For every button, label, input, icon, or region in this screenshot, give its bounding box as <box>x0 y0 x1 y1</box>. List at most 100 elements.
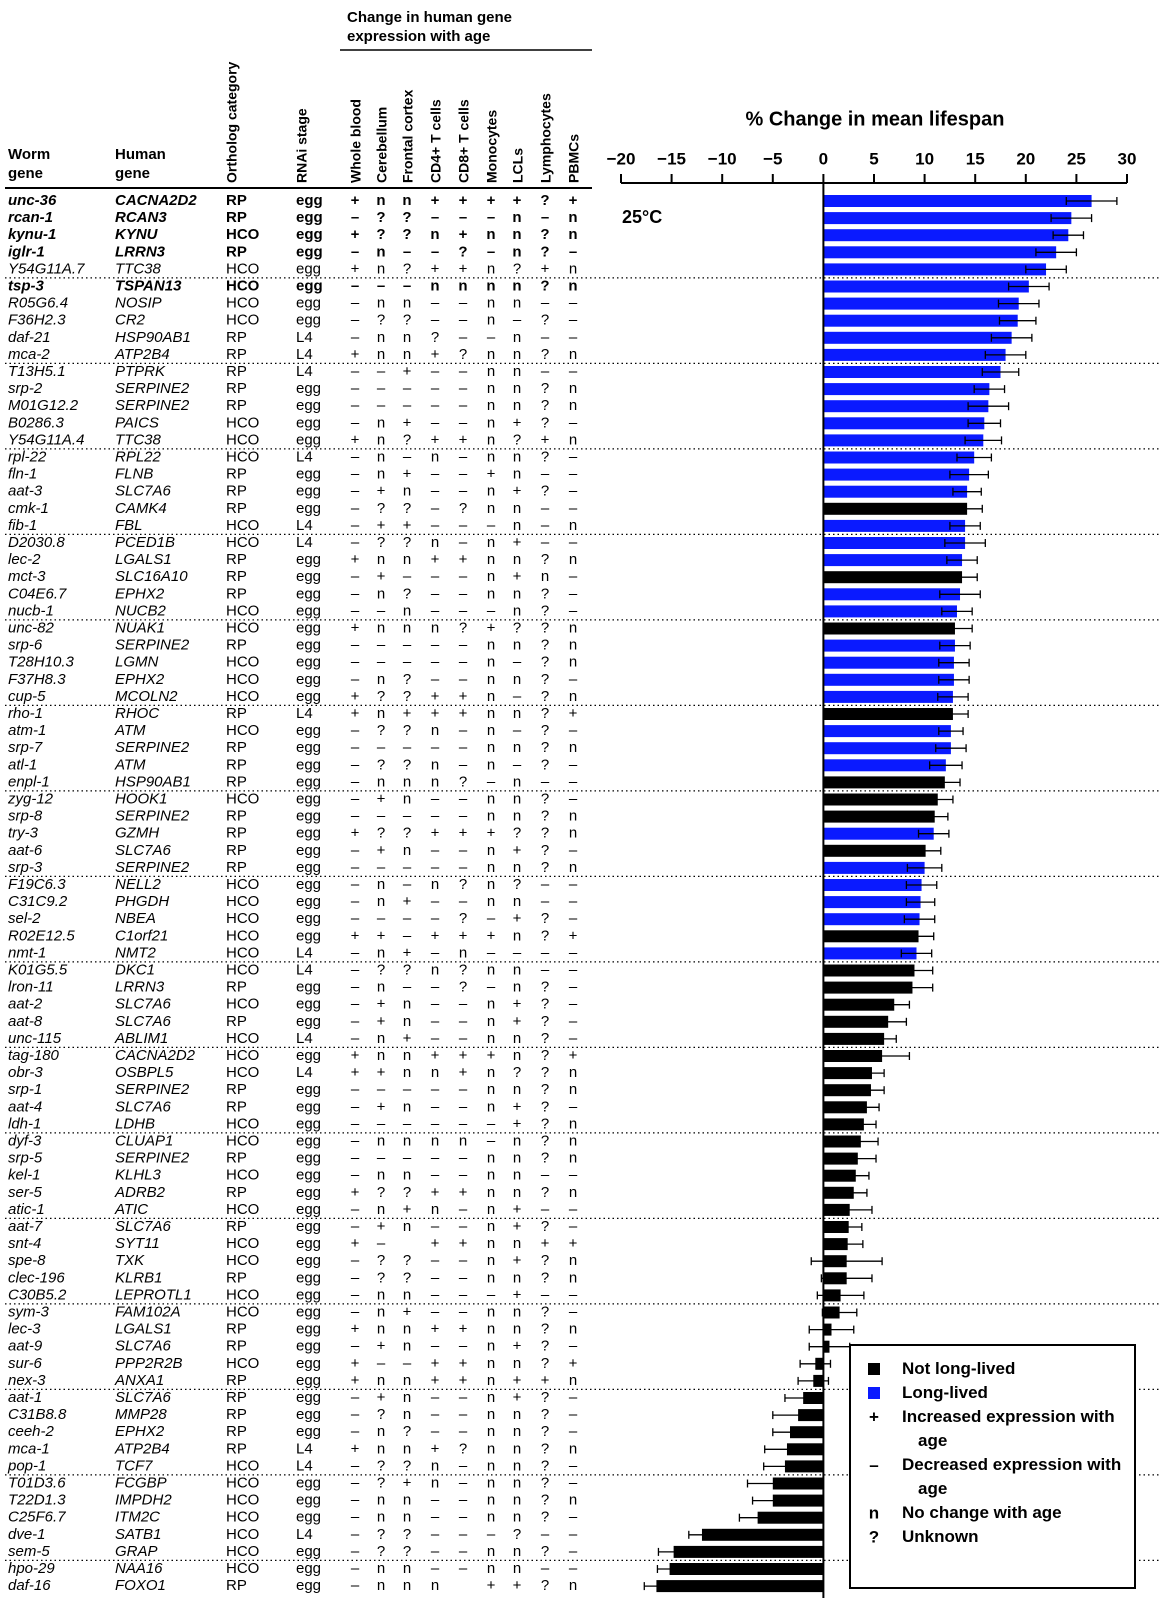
expression-change: n <box>377 1440 385 1457</box>
expression-change: + <box>377 927 386 944</box>
expression-change: n <box>513 346 521 363</box>
expression-change: – <box>459 1560 468 1577</box>
rnai-stage: egg <box>296 1013 321 1030</box>
error-bar <box>657 1547 690 1556</box>
expression-change: + <box>513 568 522 585</box>
ortholog-category: HCO <box>226 1543 259 1560</box>
error-bar <box>763 1462 807 1471</box>
worm-gene: snt-4 <box>8 1235 41 1252</box>
rnai-stage: egg <box>296 1338 321 1355</box>
expression-change: – <box>431 602 440 619</box>
worm-gene: ceeh-2 <box>8 1423 55 1440</box>
expression-change: – <box>431 312 440 329</box>
expression-change: ? <box>541 859 549 876</box>
human-gene: SERPINE2 <box>115 1081 190 1098</box>
expression-change: n <box>512 243 521 260</box>
expression-change: n <box>487 808 495 825</box>
expression-change: – <box>569 1406 578 1423</box>
expression-change: n <box>377 414 385 431</box>
expression-change: – <box>377 1355 386 1372</box>
rnai-stage: egg <box>296 637 321 654</box>
expression-change: + <box>351 1235 360 1252</box>
worm-gene: iglr-1 <box>8 243 45 260</box>
expression-change: – <box>351 380 360 397</box>
bar <box>669 1563 824 1575</box>
expression-change: – <box>459 654 468 671</box>
error-bar <box>921 795 954 804</box>
error-bar <box>854 1052 911 1060</box>
rnai-stage: egg <box>296 414 321 431</box>
expression-change: n <box>569 688 577 705</box>
expression-change: ? <box>376 209 385 226</box>
error-bar <box>900 949 933 958</box>
expression-change: + <box>351 431 360 448</box>
expression-change: n <box>487 1321 495 1338</box>
worm-gene: fln-1 <box>8 466 37 483</box>
worm-gene: R02E12.5 <box>8 927 75 944</box>
expression-change: – <box>431 1218 440 1235</box>
error-bar <box>964 436 1003 445</box>
rnai-stage: egg <box>296 277 323 294</box>
expression-change: n <box>487 448 495 465</box>
human-gene: SLC7A6 <box>115 1098 172 1115</box>
expression-change: – <box>403 1150 412 1167</box>
expression-change: n <box>431 534 439 551</box>
expression-change: ? <box>377 825 385 842</box>
x-tick-label: 10 <box>915 149 934 168</box>
expression-change: n <box>487 397 495 414</box>
worm-gene: sur-6 <box>8 1355 43 1372</box>
error-bar <box>1050 214 1093 223</box>
expression-change: – <box>431 414 440 431</box>
expression-change: – <box>569 295 578 312</box>
expression-change: ? <box>540 243 549 260</box>
ortholog-category: RP <box>226 1440 247 1457</box>
error-bar <box>949 521 981 530</box>
expression-change: n <box>487 1150 495 1167</box>
expression-change: – <box>403 448 412 465</box>
expression-change: n <box>513 1184 521 1201</box>
bar <box>823 1101 867 1114</box>
human-gene: SLC7A6 <box>115 1338 172 1355</box>
expression-change: n <box>377 1577 385 1594</box>
expression-change: n <box>487 688 495 705</box>
human-gene: FBL <box>115 517 143 534</box>
expression-change: – <box>403 1115 412 1132</box>
expression-change: ? <box>540 226 549 243</box>
expression-change: + <box>513 534 522 551</box>
expression-change: + <box>403 1474 412 1491</box>
error-bar <box>1007 282 1050 291</box>
expression-change: ? <box>541 1355 549 1372</box>
group-header: Change in human gene expression with age <box>347 9 513 45</box>
worm-gene: sem-5 <box>8 1543 50 1560</box>
expression-change: n <box>377 1030 385 1047</box>
bar <box>823 383 990 396</box>
expression-change: n <box>487 961 495 978</box>
expression-change: n <box>513 773 521 790</box>
ortholog-category: RP <box>226 1372 247 1389</box>
expression-change: – <box>459 414 468 431</box>
rnai-stage: egg <box>296 859 321 876</box>
expression-change: – <box>431 243 439 260</box>
rnai-stage: L4 <box>296 1064 313 1081</box>
expression-change: – <box>569 568 578 585</box>
expression-change: ? <box>541 551 549 568</box>
expression-change: – <box>431 893 440 910</box>
expression-change: – <box>487 517 496 534</box>
expression-change: n <box>403 1509 411 1526</box>
expression-change: – <box>431 1389 440 1406</box>
bar <box>823 588 961 601</box>
expression-change: n <box>430 277 439 294</box>
error-bar <box>935 744 967 753</box>
rnai-stage: egg <box>296 996 321 1013</box>
expression-change: – <box>351 1492 360 1509</box>
expression-change: – <box>569 1338 578 1355</box>
bar <box>701 1528 824 1541</box>
expression-change: ? <box>377 961 385 978</box>
bar <box>823 1169 856 1182</box>
expression-change: – <box>459 1167 468 1184</box>
worm-gene: atic-1 <box>8 1201 45 1218</box>
bar <box>823 331 1012 344</box>
rnai-stage: egg <box>296 808 321 825</box>
expression-change: n <box>431 1132 439 1149</box>
